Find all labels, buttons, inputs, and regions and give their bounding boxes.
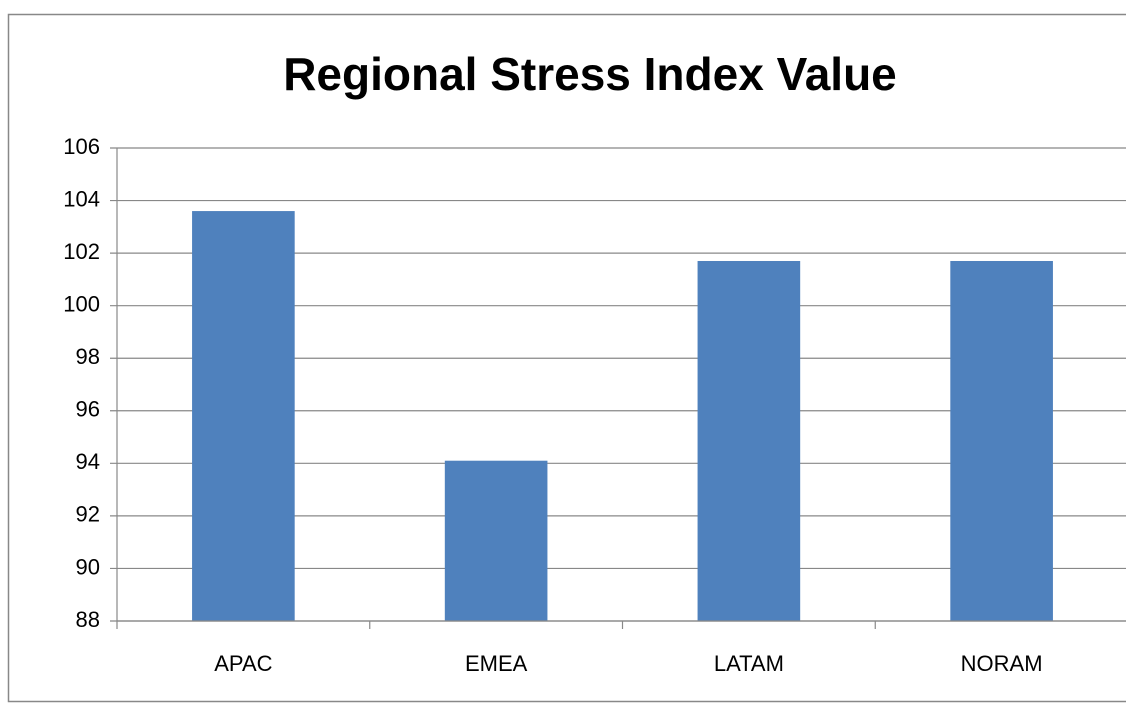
y-tick-label: 104: [63, 186, 100, 211]
y-tick-label: 96: [76, 397, 100, 422]
x-tick-label: EMEA: [465, 651, 528, 676]
x-tick-label: APAC: [214, 651, 272, 676]
y-tick-label: 88: [76, 607, 100, 632]
bar: [192, 211, 295, 622]
y-tick-label: 90: [76, 554, 100, 579]
y-tick-label: 102: [63, 239, 100, 264]
bar: [697, 260, 801, 621]
y-tick-label: 92: [76, 502, 100, 527]
y-tick-label: 98: [76, 344, 100, 369]
y-tick-label: 94: [76, 449, 100, 474]
bar: [950, 260, 1053, 621]
x-tick-label: LATAM: [714, 651, 784, 676]
y-tick-label: 100: [63, 291, 100, 316]
x-tick-label: NORAM: [961, 651, 1043, 676]
y-tick-label: 106: [63, 134, 100, 159]
chart-title: Regional Stress Index Value: [283, 48, 897, 100]
bar: [444, 460, 548, 621]
